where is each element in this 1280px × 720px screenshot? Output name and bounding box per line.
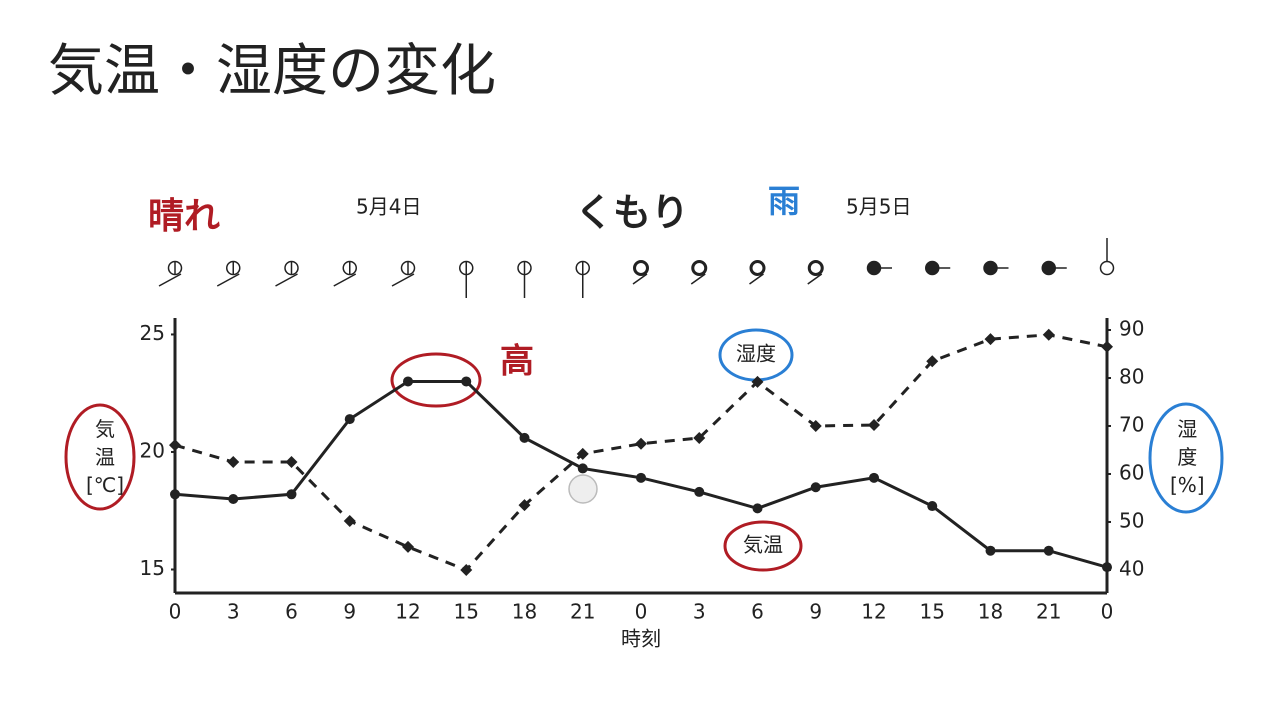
x-tick-label: 15 xyxy=(920,600,945,624)
x-tick-label: 12 xyxy=(861,600,886,624)
data-point xyxy=(461,376,472,387)
y-tick-label: 15 xyxy=(140,556,165,580)
wind-barb xyxy=(632,273,648,285)
x-axis-label: 時刻 xyxy=(621,627,661,651)
x-tick-label: 12 xyxy=(395,600,420,624)
data-point xyxy=(751,375,764,388)
wind-barb xyxy=(333,273,357,287)
y-tick-label: 20 xyxy=(140,438,165,462)
data-point xyxy=(1042,328,1055,341)
wind-barb xyxy=(807,273,823,285)
y2-tick-label: 50 xyxy=(1119,508,1144,532)
weather-symbol xyxy=(1099,260,1115,276)
data-point xyxy=(1102,562,1112,573)
data-point xyxy=(752,503,763,514)
data-point xyxy=(693,431,706,444)
x-tick-label: 18 xyxy=(512,600,537,624)
data-point xyxy=(809,419,822,432)
x-tick-label: 6 xyxy=(285,600,298,624)
data-point xyxy=(694,486,705,497)
x-tick-label: 0 xyxy=(635,600,648,624)
data-point xyxy=(868,419,880,432)
y-axis-label: 気温[℃] xyxy=(86,417,125,497)
annotation: 高 xyxy=(500,342,534,382)
data-point xyxy=(286,489,297,500)
annotation: くもり xyxy=(575,191,689,235)
x-tick-label: 3 xyxy=(693,600,706,624)
data-point xyxy=(577,463,588,474)
label-circle xyxy=(64,403,136,511)
data-point xyxy=(1101,340,1113,353)
x-tick-label: 6 xyxy=(751,600,764,624)
data-point xyxy=(402,540,414,553)
annotation: 雨 xyxy=(768,182,800,220)
wind-barb xyxy=(749,273,764,285)
x-tick-label: 0 xyxy=(1101,600,1114,624)
y2-tick-label: 80 xyxy=(1119,364,1144,388)
x-tick-label: 9 xyxy=(343,600,356,624)
data-point xyxy=(518,499,531,512)
cursor xyxy=(568,474,598,504)
data-point xyxy=(460,563,473,576)
weather-symbol xyxy=(807,260,824,276)
x-tick-label: 0 xyxy=(169,600,182,624)
weather-symbol xyxy=(691,260,708,276)
data-point xyxy=(1043,545,1054,556)
highlight-circle xyxy=(390,352,482,408)
data-point xyxy=(985,545,996,556)
x-tick-label: 21 xyxy=(570,600,595,624)
wind-barb xyxy=(158,273,182,287)
label-circle xyxy=(1148,402,1224,514)
legend-entry: 気温 xyxy=(743,533,783,557)
data-point xyxy=(927,501,938,512)
annotation: 晴れ xyxy=(148,196,220,237)
y2-axis-label: 湿度[%] xyxy=(1170,417,1205,497)
data-point xyxy=(169,439,181,452)
legend-entry: 湿度 xyxy=(736,342,776,366)
weather-symbol xyxy=(633,260,649,276)
x-tick-label: 21 xyxy=(1036,600,1061,624)
y2-tick-label: 40 xyxy=(1119,556,1144,580)
wind-barb xyxy=(216,273,240,287)
x-tick-label: 18 xyxy=(978,600,1003,624)
data-point xyxy=(343,515,356,528)
data-point xyxy=(810,482,821,493)
y2-tick-label: 70 xyxy=(1119,412,1144,436)
wind-barb xyxy=(275,273,298,287)
data-point xyxy=(285,455,298,468)
data-point xyxy=(635,437,647,450)
annotation: 5月5日 xyxy=(846,195,911,219)
wind-barb xyxy=(391,273,415,287)
y2-tick-label: 60 xyxy=(1119,460,1144,484)
data-point xyxy=(636,472,646,483)
data-point xyxy=(576,447,589,460)
data-point xyxy=(403,376,413,387)
data-point xyxy=(926,355,939,368)
legend-circle xyxy=(723,520,803,572)
data-point xyxy=(227,455,240,468)
data-point xyxy=(984,333,997,346)
data-point xyxy=(228,493,239,504)
weather-symbol xyxy=(749,260,766,276)
wind-barb xyxy=(690,273,706,285)
data-point xyxy=(869,472,879,483)
x-tick-label: 15 xyxy=(454,600,479,624)
data-point xyxy=(170,489,180,500)
data-point xyxy=(344,414,355,425)
y2-tick-label: 90 xyxy=(1119,316,1144,340)
x-tick-label: 9 xyxy=(809,600,822,624)
annotation: 5月4日 xyxy=(356,195,421,219)
y-tick-label: 25 xyxy=(140,321,165,345)
data-point xyxy=(519,432,530,443)
x-tick-label: 3 xyxy=(227,600,240,624)
chart-title: 気温・湿度の変化 xyxy=(48,39,496,104)
